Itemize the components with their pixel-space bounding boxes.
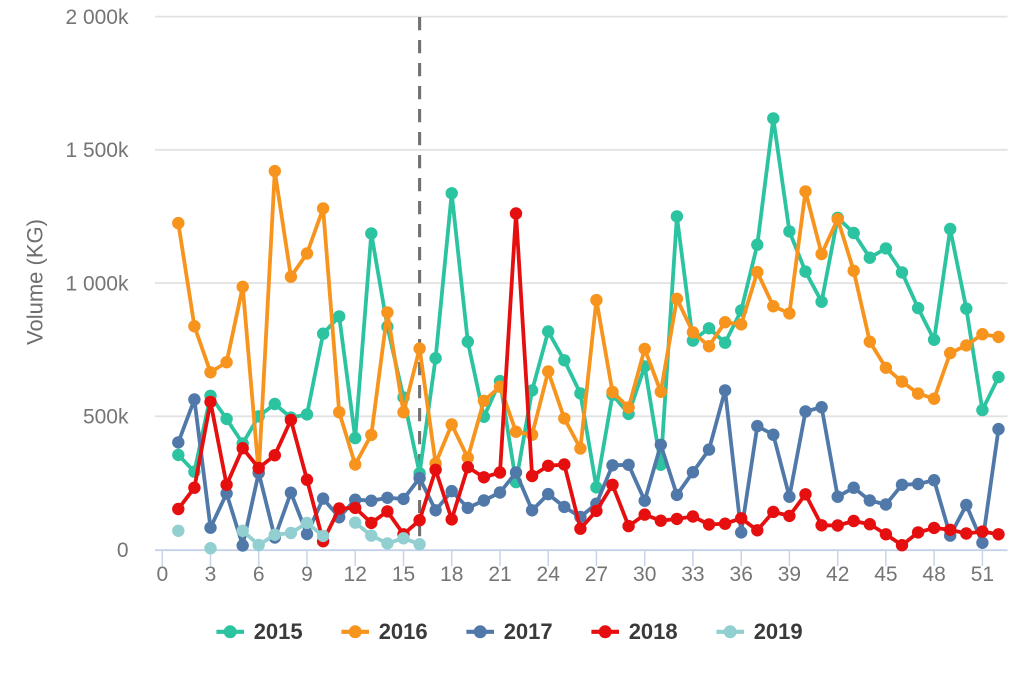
svg-text:6: 6: [253, 563, 265, 586]
svg-text:21: 21: [488, 563, 511, 586]
svg-text:33: 33: [681, 563, 704, 586]
svg-text:30: 30: [633, 563, 656, 586]
svg-text:18: 18: [440, 563, 463, 586]
svg-text:2019: 2019: [754, 619, 803, 644]
svg-text:1 000k: 1 000k: [65, 272, 129, 295]
svg-text:2016: 2016: [379, 619, 428, 644]
svg-text:36: 36: [730, 563, 753, 586]
svg-text:500k: 500k: [83, 406, 129, 429]
svg-text:2 000k: 2 000k: [65, 6, 129, 29]
svg-text:Volume (KG): Volume (KG): [23, 219, 48, 345]
svg-text:3: 3: [205, 563, 217, 586]
svg-text:2017: 2017: [504, 619, 553, 644]
svg-text:24: 24: [537, 563, 561, 586]
svg-text:45: 45: [874, 563, 897, 586]
svg-text:9: 9: [301, 563, 313, 586]
svg-text:39: 39: [778, 563, 801, 586]
svg-text:1 500k: 1 500k: [65, 139, 129, 162]
svg-text:12: 12: [344, 563, 367, 586]
svg-text:0: 0: [117, 539, 129, 562]
svg-text:0: 0: [156, 563, 168, 586]
svg-text:51: 51: [971, 563, 994, 586]
svg-text:42: 42: [826, 563, 849, 586]
svg-text:2015: 2015: [254, 619, 303, 644]
svg-text:15: 15: [392, 563, 415, 586]
svg-text:27: 27: [585, 563, 608, 586]
svg-text:2018: 2018: [629, 619, 678, 644]
svg-text:48: 48: [922, 563, 945, 586]
